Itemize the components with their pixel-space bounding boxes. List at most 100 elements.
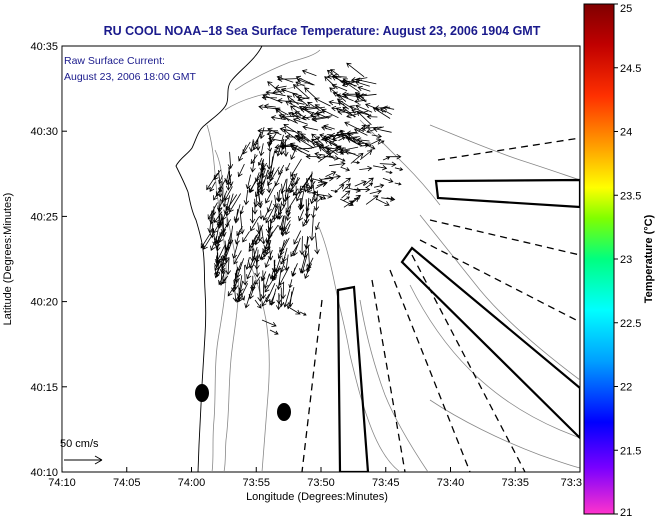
- current-arrow: [200, 230, 213, 249]
- current-arrow: [269, 293, 276, 306]
- current-arrow: [286, 95, 299, 106]
- current-arrow: [349, 105, 370, 116]
- current-arrow: [311, 207, 316, 219]
- current-arrow: [363, 177, 374, 187]
- current-arrow: [301, 114, 319, 121]
- current-arrow: [283, 254, 290, 271]
- current-arrow: [314, 232, 320, 255]
- current-arrow: [295, 81, 306, 87]
- current-arrow: [344, 134, 360, 141]
- x-tick-label: 73:35: [501, 477, 529, 489]
- current-arrow: [232, 279, 239, 303]
- current-arrow: [385, 153, 402, 160]
- current-arrow: [276, 293, 282, 305]
- current-arrow: [343, 196, 350, 201]
- current-arrow: [280, 179, 287, 194]
- colorbar: [583, 3, 615, 515]
- current-arrow: [372, 107, 391, 119]
- current-arrow: [272, 265, 281, 281]
- current-arrow: [376, 198, 390, 206]
- current-arrow: [300, 133, 313, 143]
- current-arrow: [312, 192, 327, 200]
- current-arrow: [280, 114, 302, 120]
- current-arrow: [285, 162, 291, 172]
- current-arrow: [292, 84, 308, 98]
- current-arrow: [250, 154, 258, 165]
- y-axis: 40:35 40:30 40:25 40:20 40:15 40:10: [30, 41, 67, 479]
- y-tick-label: 40:10: [30, 467, 58, 479]
- current-arrow: [330, 189, 338, 193]
- inset-line-2: August 23, 2006 18:00 GMT: [64, 71, 197, 83]
- current-arrow: [280, 261, 285, 273]
- current-arrow: [297, 96, 310, 102]
- current-arrow: [309, 217, 315, 241]
- current-arrow: [267, 81, 283, 95]
- current-arrow: [285, 173, 296, 193]
- current-vectors: [200, 62, 404, 335]
- current-arrow: [249, 181, 256, 194]
- current-arrow: [242, 265, 248, 286]
- current-arrow: [328, 137, 337, 142]
- current-arrow: [283, 123, 300, 135]
- current-arrow: [254, 276, 261, 286]
- current-arrow: [301, 185, 313, 190]
- current-arrow: [270, 131, 278, 143]
- chart-title: RU COOL NOAA–18 Sea Surface Temperature:…: [104, 24, 541, 38]
- x-tick-label: 73:40: [437, 477, 465, 489]
- survey-box-diagonal: [400, 246, 580, 440]
- current-arrow: [206, 172, 218, 191]
- current-arrow: [338, 157, 346, 162]
- current-arrow: [261, 251, 267, 261]
- current-arrow: [279, 142, 285, 156]
- current-arrow: [294, 111, 310, 120]
- current-arrow: [303, 199, 310, 225]
- current-arrow: [258, 210, 264, 220]
- current-arrow: [234, 204, 241, 222]
- current-arrow: [254, 299, 262, 309]
- current-arrow: [349, 197, 359, 206]
- current-arrow: [250, 216, 260, 232]
- current-arrow: [315, 221, 320, 231]
- current-arrow: [330, 145, 342, 154]
- current-arrow: [248, 236, 260, 252]
- current-arrow: [332, 73, 347, 80]
- y-tick-label: 40:20: [30, 297, 58, 309]
- current-arrow: [255, 178, 266, 198]
- current-arrow: [245, 174, 251, 190]
- current-arrow: [302, 124, 319, 131]
- current-arrow: [265, 203, 277, 224]
- current-arrow: [265, 221, 272, 234]
- current-arrow: [218, 175, 223, 185]
- current-arrow: [239, 289, 246, 301]
- current-arrow: [324, 174, 341, 180]
- colorbar-tick-label: 21: [620, 507, 632, 518]
- current-arrow: [271, 259, 278, 274]
- current-arrow: [352, 160, 361, 165]
- current-arrow: [331, 105, 347, 112]
- current-arrow: [335, 131, 357, 138]
- current-arrow: [340, 79, 355, 85]
- current-arrow: [355, 104, 373, 113]
- scale-arrow-label: 50 cm/s: [60, 438, 99, 450]
- current-arrow: [311, 116, 331, 123]
- current-arrow: [281, 215, 288, 233]
- current-arrow: [237, 163, 245, 178]
- current-arrow: [270, 115, 286, 121]
- current-arrow: [221, 206, 229, 221]
- current-arrow: [365, 144, 376, 150]
- current-arrow: [258, 104, 281, 110]
- current-arrow: [224, 186, 233, 201]
- current-arrow: [215, 178, 227, 197]
- current-arrow: [217, 208, 224, 227]
- current-arrow: [262, 207, 270, 221]
- current-arrow: [284, 223, 291, 236]
- current-arrow: [341, 190, 351, 199]
- colorbar-ticks: 25 24.5 24 23.5 23 22.5 22 21.5 21: [614, 3, 641, 518]
- current-arrow: [279, 239, 285, 256]
- current-arrow: [202, 233, 214, 250]
- current-arrow: [267, 135, 273, 146]
- current-arrow: [281, 247, 288, 263]
- current-arrow: [338, 136, 346, 141]
- current-arrow: [292, 117, 308, 125]
